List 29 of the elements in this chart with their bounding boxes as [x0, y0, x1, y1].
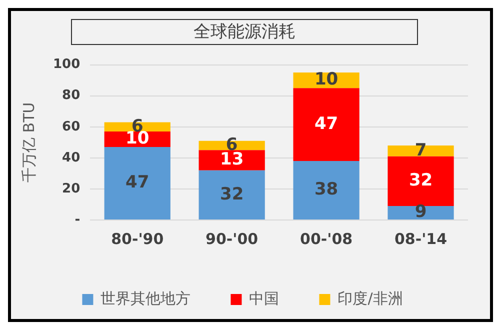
data-label: 32 [408, 170, 433, 191]
y-axis-title: 千万亿 BTU [20, 102, 38, 182]
x-tick-label: 80-'90 [111, 230, 164, 248]
y-tick-label: 40 [62, 150, 80, 166]
data-label: 32 [220, 184, 244, 204]
bar [293, 88, 360, 162]
y-tick-label: 20 [62, 181, 80, 196]
y-tick-label: 80 [62, 88, 80, 104]
y-tick-label: - [74, 212, 80, 228]
bar [198, 170, 265, 220]
x-tick-label: 08-'14 [394, 230, 448, 248]
y-tick-label: 100 [52, 57, 80, 72]
data-label: 10 [314, 70, 338, 90]
x-tick-label: 00-'08 [300, 230, 353, 248]
y-tick-label: 60 [62, 119, 80, 134]
legend-label: 中国 [249, 289, 280, 308]
bar [388, 206, 454, 220]
bar [198, 150, 265, 170]
legend-label: 世界其他地方 [100, 289, 191, 308]
data-label: 7 [414, 140, 427, 160]
bar [293, 161, 360, 220]
x-tick-label: 90-'00 [206, 230, 258, 248]
data-label: 38 [314, 180, 338, 200]
data-label: 47 [314, 114, 338, 134]
chart-title: 全球能源消耗 [71, 19, 418, 45]
data-label: 47 [126, 172, 150, 193]
bar [104, 147, 170, 220]
legend-label: 印度/非洲 [338, 289, 403, 308]
data-label: 9 [414, 202, 427, 222]
